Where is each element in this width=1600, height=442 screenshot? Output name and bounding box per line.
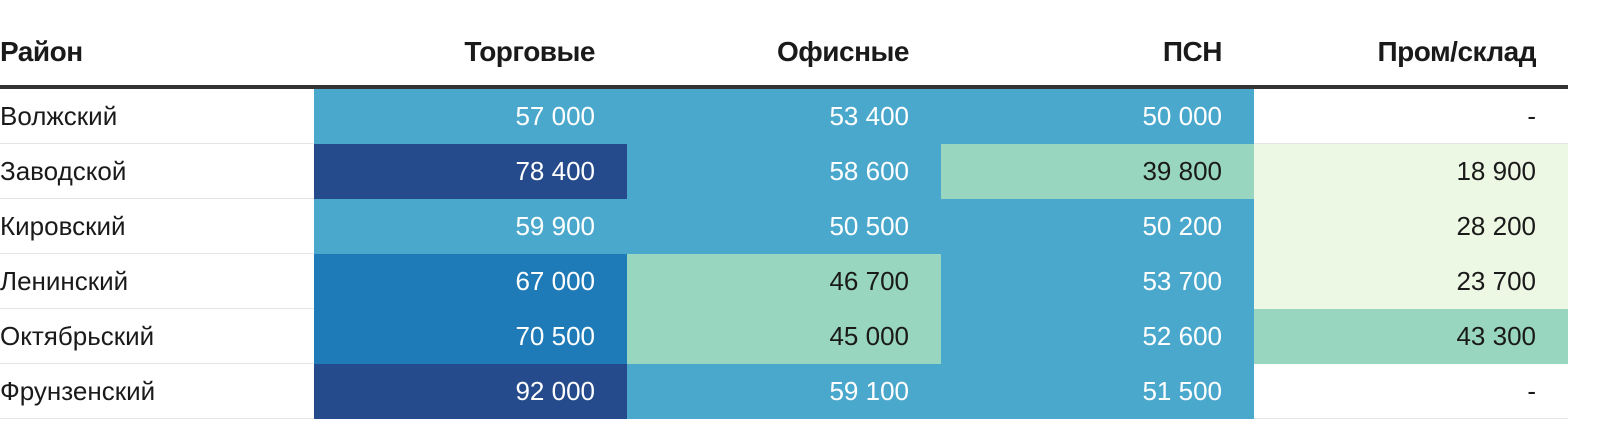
column-header: Офисные — [777, 36, 909, 67]
data-cell: 51 500 — [941, 364, 1254, 419]
data-cell: 59 900 — [314, 199, 627, 254]
data-cell: 50 000 — [941, 89, 1254, 144]
data-cell: 43 300 — [1254, 309, 1568, 364]
data-cell: 67 000 — [314, 254, 627, 309]
row-label: Заводской — [0, 144, 314, 199]
data-cell: 58 600 — [627, 144, 941, 199]
row-label: Волжский — [0, 89, 314, 144]
data-cell: 57 000 — [314, 89, 627, 144]
data-cell: 78 400 — [314, 144, 627, 199]
data-cell: 52 600 — [941, 309, 1254, 364]
data-cell: 39 800 — [941, 144, 1254, 199]
data-cell: 92 000 — [314, 364, 627, 419]
data-cell: 53 700 — [941, 254, 1254, 309]
data-cell: 50 200 — [941, 199, 1254, 254]
column-header: ПСН — [1162, 36, 1223, 67]
data-cell: 28 200 — [1254, 199, 1568, 254]
row-label: Кировский — [0, 199, 314, 254]
data-cell: 46 700 — [627, 254, 941, 309]
data-cell: 18 900 — [1254, 144, 1568, 199]
data-cell: 50 500 — [627, 199, 941, 254]
data-cell: 45 000 — [627, 309, 941, 364]
row-label: Фрунзенский — [0, 364, 314, 419]
column-header: Район — [0, 36, 83, 67]
data-cell: 70 500 — [314, 309, 627, 364]
row-label: Ленинский — [0, 254, 314, 309]
column-header: Пром/склад — [1377, 36, 1536, 67]
data-cell: 59 100 — [627, 364, 941, 419]
row-label: Октябрьский — [0, 309, 314, 364]
data-cell: - — [1254, 89, 1568, 144]
data-cell: 23 700 — [1254, 254, 1568, 309]
column-header: Торговые — [464, 36, 595, 67]
header-rule — [0, 85, 1568, 89]
data-cell: - — [1254, 364, 1568, 419]
data-cell: 53 400 — [627, 89, 941, 144]
